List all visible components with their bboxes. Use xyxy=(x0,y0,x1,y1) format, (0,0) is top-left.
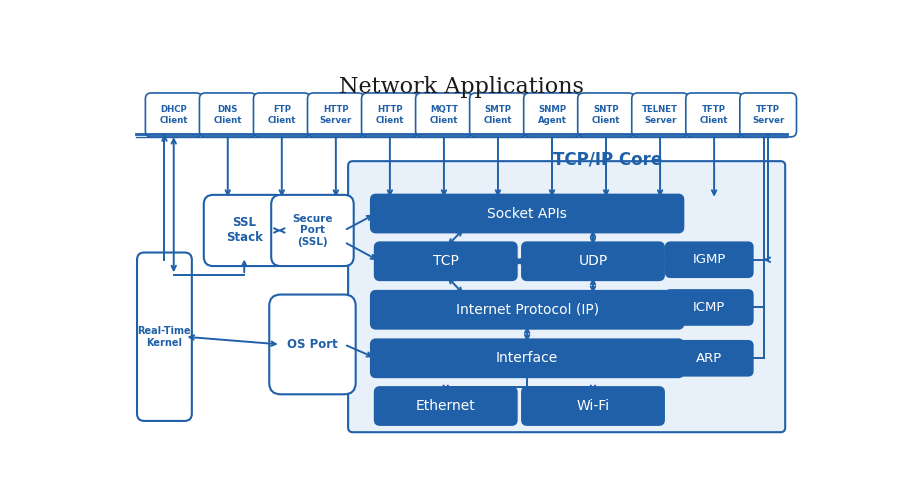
Text: Internet Protocol (IP): Internet Protocol (IP) xyxy=(455,303,598,317)
Text: UDP: UDP xyxy=(579,254,608,268)
FancyBboxPatch shape xyxy=(308,93,364,137)
FancyBboxPatch shape xyxy=(371,291,683,329)
Text: TELNET
Server: TELNET Server xyxy=(642,105,678,124)
FancyBboxPatch shape xyxy=(522,387,664,425)
Text: MQTT
Client: MQTT Client xyxy=(429,105,458,124)
FancyBboxPatch shape xyxy=(271,195,354,266)
Text: DHCP
Client: DHCP Client xyxy=(159,105,188,124)
Text: TCP/IP Core: TCP/IP Core xyxy=(553,150,662,168)
FancyBboxPatch shape xyxy=(666,243,752,277)
FancyBboxPatch shape xyxy=(524,93,580,137)
Text: SSL
Stack: SSL Stack xyxy=(226,216,263,245)
FancyBboxPatch shape xyxy=(522,243,664,280)
Text: TFTP
Server: TFTP Server xyxy=(752,105,784,124)
Text: ARP: ARP xyxy=(696,352,723,365)
Text: TFTP
Client: TFTP Client xyxy=(700,105,728,124)
Text: SMTP
Client: SMTP Client xyxy=(483,105,512,124)
Text: SNTP
Client: SNTP Client xyxy=(592,105,620,124)
Text: OS Port: OS Port xyxy=(287,338,338,351)
Text: HTTP
Client: HTTP Client xyxy=(375,105,404,124)
Text: Network Applications: Network Applications xyxy=(338,76,584,99)
FancyBboxPatch shape xyxy=(254,93,310,137)
FancyBboxPatch shape xyxy=(362,93,418,137)
FancyBboxPatch shape xyxy=(578,93,634,137)
Text: IGMP: IGMP xyxy=(693,253,726,266)
FancyBboxPatch shape xyxy=(686,93,742,137)
FancyBboxPatch shape xyxy=(666,290,752,325)
FancyBboxPatch shape xyxy=(375,387,517,425)
Text: Ethernet: Ethernet xyxy=(416,399,475,413)
FancyBboxPatch shape xyxy=(375,243,517,280)
FancyBboxPatch shape xyxy=(203,195,284,266)
Text: Real-Time
Kernel: Real-Time Kernel xyxy=(138,326,191,348)
FancyBboxPatch shape xyxy=(666,341,752,375)
Text: Socket APIs: Socket APIs xyxy=(487,206,567,221)
Text: Wi-Fi: Wi-Fi xyxy=(576,399,609,413)
Text: HTTP
Server: HTTP Server xyxy=(320,105,352,124)
FancyBboxPatch shape xyxy=(371,194,683,232)
FancyBboxPatch shape xyxy=(146,93,202,137)
Text: DNS
Client: DNS Client xyxy=(213,105,242,124)
FancyBboxPatch shape xyxy=(269,295,356,394)
Text: Secure
Port
(SSL): Secure Port (SSL) xyxy=(292,214,333,247)
Text: TCP: TCP xyxy=(433,254,459,268)
FancyBboxPatch shape xyxy=(200,93,256,137)
FancyBboxPatch shape xyxy=(740,93,796,137)
Text: Interface: Interface xyxy=(496,351,558,365)
FancyBboxPatch shape xyxy=(371,339,683,377)
FancyBboxPatch shape xyxy=(137,252,192,421)
FancyBboxPatch shape xyxy=(348,161,785,432)
FancyBboxPatch shape xyxy=(632,93,688,137)
Text: ICMP: ICMP xyxy=(693,301,725,314)
FancyBboxPatch shape xyxy=(416,93,472,137)
FancyBboxPatch shape xyxy=(470,93,526,137)
Text: FTP
Client: FTP Client xyxy=(267,105,296,124)
Text: SNMP
Agent: SNMP Agent xyxy=(537,105,566,124)
